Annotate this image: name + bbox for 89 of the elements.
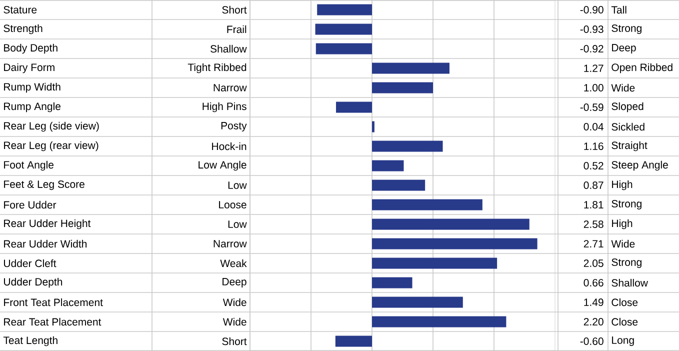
text: Sickled	[612, 122, 644, 131]
data-label: 2.58	[584, 220, 604, 228]
bar	[372, 296, 463, 308]
bar	[316, 43, 372, 54]
y-tick-label: Rump Angle	[4, 102, 60, 112]
y-tick-label: Body Depth	[4, 44, 58, 54]
text: Steep Angle	[612, 160, 668, 171]
text: Deep	[612, 44, 636, 54]
data-label: 0.52	[584, 162, 604, 170]
y-tick-label: Strength	[4, 24, 42, 34]
y-tick-label: Rear Teat Placement	[4, 318, 102, 326]
data-label: 2.05	[584, 260, 604, 267]
text: High	[612, 180, 632, 190]
y-tick-label: Teat Length	[3, 336, 58, 346]
bar	[315, 24, 372, 35]
bar	[372, 62, 450, 74]
y-tick-label: Foot Angle	[4, 160, 54, 171]
bar	[372, 316, 506, 328]
data-label: -0.92	[580, 45, 604, 52]
data-label: 1.16	[584, 142, 604, 150]
bar	[372, 140, 443, 152]
data-label: -0.90	[580, 6, 604, 14]
data-label: 0.66	[584, 279, 604, 286]
data-label: 2.20	[584, 318, 604, 326]
text: Wide	[222, 318, 246, 326]
text: Strong	[612, 24, 642, 34]
y-tick-label: Rump Width	[4, 82, 60, 93]
y-tick-label: Rear Udder Width	[4, 240, 87, 248]
data-label: -0.59	[580, 104, 604, 111]
text: Open Ribbed	[612, 63, 672, 74]
data-label: 1.27	[584, 64, 604, 72]
text: Shallow	[210, 44, 247, 53]
bar	[372, 238, 538, 250]
text: Deep	[222, 278, 246, 288]
text: Short	[222, 6, 247, 14]
data-label: 0.87	[584, 182, 604, 189]
text: Low Angle	[198, 160, 246, 171]
text: Shallow	[612, 278, 648, 287]
text: Wide	[222, 298, 246, 306]
data-label: 1.49	[584, 298, 604, 306]
data-label: 1.81	[584, 201, 604, 208]
text: Weak	[220, 259, 247, 268]
text: Close	[612, 298, 638, 306]
data-label: -0.93	[580, 26, 604, 33]
text: High	[612, 219, 632, 230]
y-tick-label: Udder Cleft	[4, 259, 56, 268]
y-tick-label: Rear Leg (rear view)	[4, 141, 98, 152]
text: Low	[228, 220, 247, 228]
bar	[317, 4, 372, 16]
y-tick-label: Rear Leg (side view)	[4, 122, 99, 132]
data-label: 1.00	[584, 84, 604, 92]
text: Hock-in	[212, 142, 246, 150]
text: Tall	[611, 6, 626, 14]
text: Narrow	[214, 84, 247, 92]
text: Long	[612, 336, 634, 346]
text: Frail	[227, 25, 246, 34]
y-tick-label: Dairy Form	[4, 63, 54, 74]
text: Narrow	[214, 240, 247, 248]
y-tick-label: Rear Udder Height	[4, 219, 91, 230]
bar	[372, 199, 482, 210]
bar	[335, 336, 372, 347]
bar	[372, 277, 412, 288]
data-label: 2.71	[584, 240, 604, 248]
y-tick-label: Udder Depth	[4, 278, 62, 288]
bar	[372, 218, 530, 230]
data-label: 0.04	[584, 123, 604, 130]
text: Sloped	[612, 102, 644, 112]
bar	[336, 102, 372, 113]
text: Low	[228, 182, 247, 189]
y-tick-label: Stature	[4, 6, 37, 14]
text: High Pins	[202, 102, 246, 112]
text: Strong	[612, 258, 642, 268]
data-label: -0.60	[580, 338, 604, 345]
y-tick-label: Feet & Leg Score	[4, 180, 84, 190]
text: Loose	[219, 201, 246, 208]
text: Strong	[612, 200, 642, 210]
text: Wide	[611, 84, 635, 92]
bar	[372, 258, 498, 269]
bar	[372, 82, 433, 94]
bar	[372, 160, 404, 172]
y-tick-label: Fore Udder	[4, 200, 56, 209]
y-tick-label: Front Teat Placement	[4, 298, 103, 306]
bar	[372, 180, 426, 191]
text: Short	[222, 337, 247, 346]
text: Straight	[612, 141, 648, 152]
text: Close	[612, 318, 638, 326]
text: Tight Ribbed	[188, 63, 246, 74]
text: Posty	[221, 122, 247, 132]
text: Wide	[611, 240, 635, 248]
